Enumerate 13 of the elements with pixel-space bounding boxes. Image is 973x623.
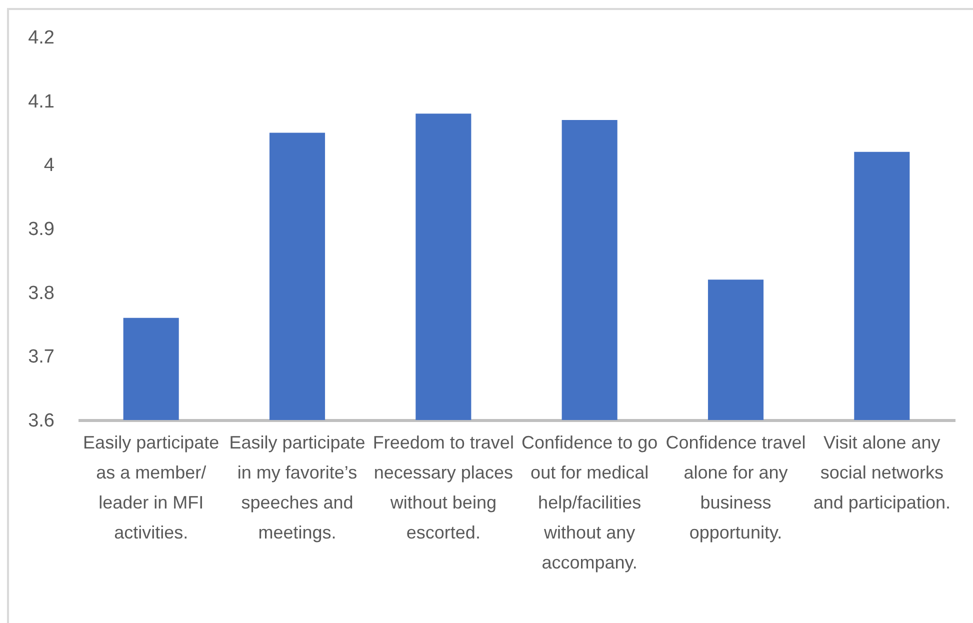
x-tick-label: Visit alone any social networks and participation. [813, 432, 950, 512]
y-tick-label: 3.8 [28, 282, 54, 304]
x-tick-label: Easily participate in my favorite’s speeches and meetings. [229, 432, 366, 542]
y-tick-label: 4 [44, 155, 55, 176]
y-tick-label: 4.2 [28, 28, 54, 48]
x-tick-label: Easily participate as a member/ leader in MFI activities. [83, 432, 220, 542]
x-tick-label: Confidence to go out for medical help/facilities without any accompany. [522, 432, 658, 572]
y-tick-label: 3.6 [28, 410, 54, 432]
x-tick-label: Freedom to travel necessary places without being escorted. [372, 432, 514, 542]
y-tick-label: 4.1 [28, 91, 54, 112]
x-tick-label: Confidence travel alone for any business opportunity. [666, 432, 806, 542]
y-tick-label: 3.9 [28, 219, 54, 240]
y-tick-label: 3.7 [28, 346, 54, 368]
